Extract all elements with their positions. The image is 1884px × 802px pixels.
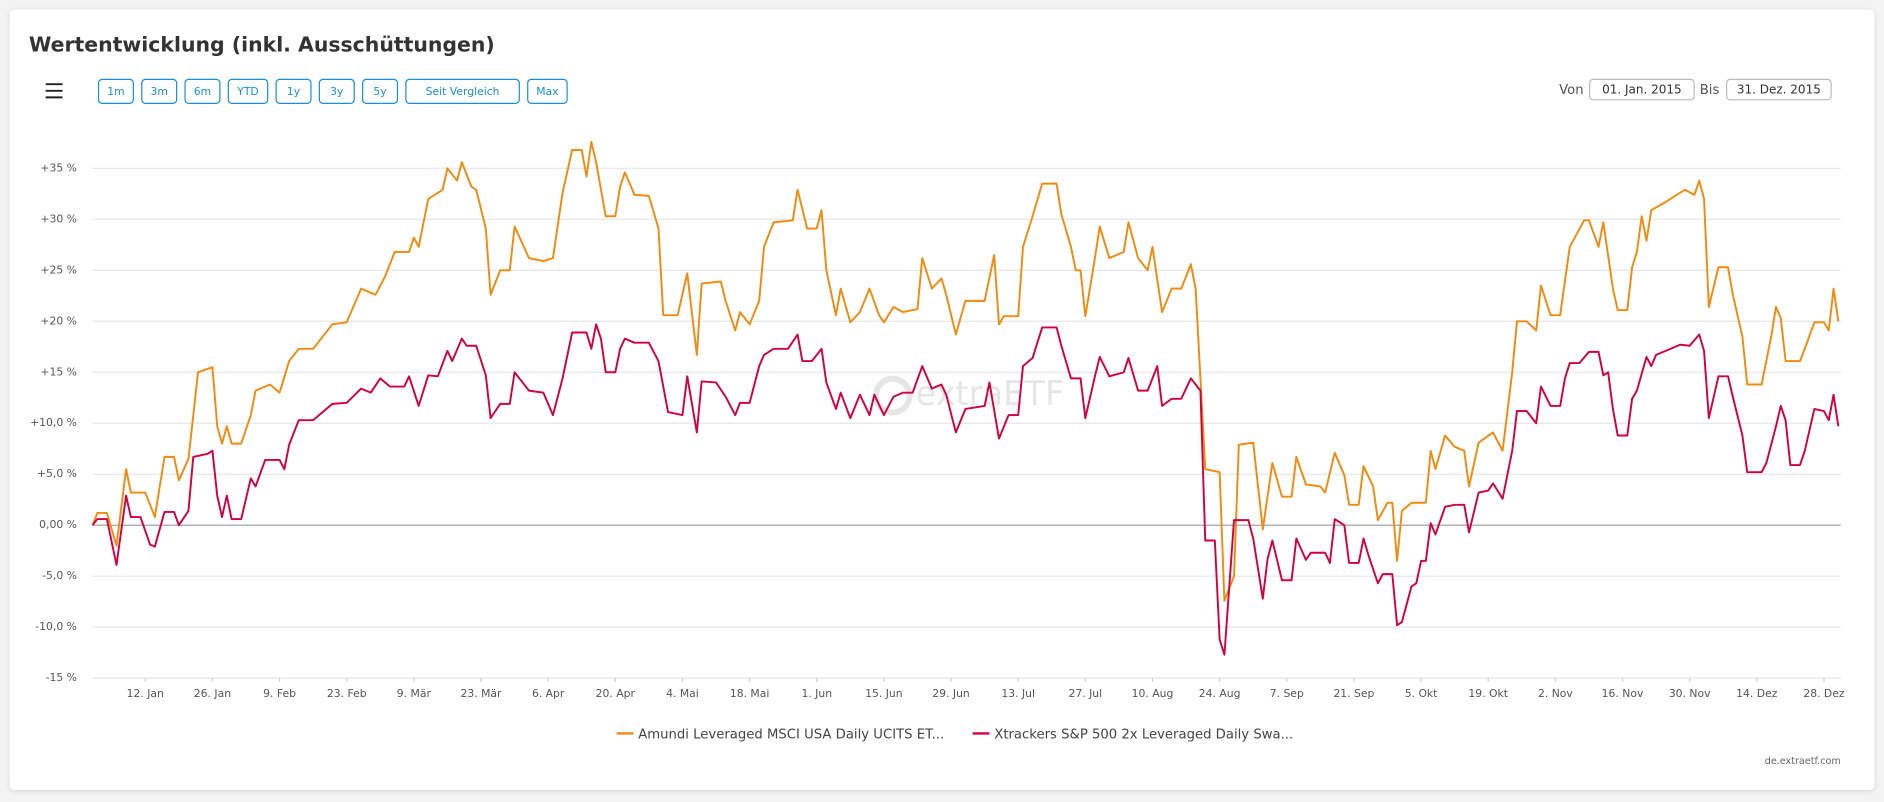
from-label: Von: [1559, 83, 1583, 98]
range-button-label[interactable]: 3y: [330, 85, 344, 98]
range-button[interactable]: [97, 78, 134, 105]
x-tick-label: 24. Aug: [1199, 687, 1241, 700]
range-button[interactable]: [275, 78, 312, 105]
to-value[interactable]: 31. Dez. 2015: [1737, 83, 1821, 97]
legend: Amundi Leveraged MSCI USA Daily UCITS ET…: [616, 728, 1293, 743]
y-tick-label: +30 %: [40, 212, 76, 225]
x-tick-label: 21. Sep: [1333, 687, 1374, 700]
x-tick-label: 30. Nov: [1669, 687, 1711, 700]
x-tick-label: 7. Sep: [1270, 687, 1304, 700]
y-tick-label: 0,00 %: [39, 518, 77, 531]
to-label: Bis: [1700, 83, 1720, 98]
y-tick-label: +10,0 %: [30, 416, 77, 429]
range-button[interactable]: [405, 78, 520, 105]
x-tick-label: 9. Feb: [263, 687, 296, 700]
x-tick-label: 12. Jan: [127, 687, 164, 700]
series-lines: [91, 140, 1840, 656]
x-tick-label: 15. Jun: [865, 687, 902, 700]
x-tick-label: 18. Mai: [730, 687, 770, 700]
x-tick-label: 27. Jul: [1069, 687, 1103, 700]
range-button[interactable]: [227, 78, 269, 105]
series-line: [91, 140, 1840, 602]
x-tick-label: 13. Jul: [1001, 687, 1035, 700]
x-tick-label: 23. Feb: [327, 687, 367, 700]
credits: de.extraetf.com: [1765, 756, 1841, 767]
x-tick-label: 20. Apr: [596, 687, 636, 700]
y-tick-label: +15 %: [40, 365, 76, 378]
series-line: [91, 323, 1840, 656]
y-tick-label: +20 %: [40, 314, 76, 327]
range-button[interactable]: [527, 78, 568, 105]
to-input[interactable]: [1725, 78, 1832, 101]
x-tick-label: 1. Jun: [801, 687, 832, 700]
y-tick-label: -10,0 %: [35, 620, 77, 633]
x-tick-label: 10. Aug: [1132, 687, 1174, 700]
x-tick-label: 9. Mär: [397, 687, 432, 700]
range-button-label[interactable]: 3m: [151, 85, 168, 98]
x-tick-label: 19. Okt: [1468, 687, 1508, 700]
y-tick-label: -5,0 %: [42, 569, 77, 582]
range-button-label[interactable]: YTD: [236, 85, 259, 98]
range-button[interactable]: [141, 78, 178, 105]
range-button-label[interactable]: 6m: [194, 85, 211, 98]
from-input[interactable]: [1589, 78, 1695, 101]
range-button[interactable]: [318, 78, 355, 105]
watermark: extraETF: [872, 374, 1065, 416]
chart-title: Wertentwicklung (inkl. Ausschüttungen): [29, 33, 495, 57]
range-button-label[interactable]: 1m: [107, 85, 124, 98]
y-tick-label: +25 %: [40, 263, 76, 276]
y-tick-label: +5,0 %: [37, 467, 77, 480]
range-button-label[interactable]: 1y: [287, 85, 301, 98]
y-tick-label: -15 %: [46, 671, 77, 684]
card: [9, 9, 1875, 790]
from-value[interactable]: 01. Jan. 2015: [1602, 83, 1682, 97]
x-tick-label: 14. Dez: [1736, 687, 1778, 700]
x-tick-label: 5. Okt: [1405, 687, 1438, 700]
date-range: Von 01. Jan. 2015 Bis 31. Dez. 2015: [1559, 78, 1832, 101]
x-tick-label: 28. Dez: [1803, 687, 1845, 700]
x-tick-label: 26. Jan: [194, 687, 231, 700]
x-tick-label: 23. Mär: [461, 687, 503, 700]
range-button-label[interactable]: Max: [536, 85, 559, 98]
range-buttons: 1m 3m 6m YTD 1y 3y 5y Seit Vergleich Max: [97, 78, 568, 105]
x-tick-label: 16. Nov: [1602, 687, 1644, 700]
menu-icon[interactable]: [45, 83, 63, 99]
range-button-label[interactable]: Seit Vergleich: [426, 85, 500, 98]
grid: +35 % +30 % +25 % +20 % +15 % +10,0 % +5,0 % 0,…: [30, 161, 1845, 699]
x-tick-label: 6. Apr: [532, 687, 565, 700]
x-tick-label: 29. Jun: [932, 687, 969, 700]
legend-label[interactable]: Xtrackers S&P 500 2x Leveraged Daily Swa…: [994, 728, 1293, 743]
y-tick-label: +35 %: [40, 161, 76, 174]
watermark-text: extraETF: [916, 374, 1065, 413]
x-tick-label: 4. Mai: [666, 687, 699, 700]
range-button[interactable]: [362, 78, 399, 105]
range-button[interactable]: [184, 78, 221, 105]
legend-label[interactable]: Amundi Leveraged MSCI USA Daily UCITS ET…: [638, 728, 944, 743]
range-button-label[interactable]: 5y: [373, 85, 387, 98]
x-tick-label: 2. Nov: [1538, 687, 1573, 700]
